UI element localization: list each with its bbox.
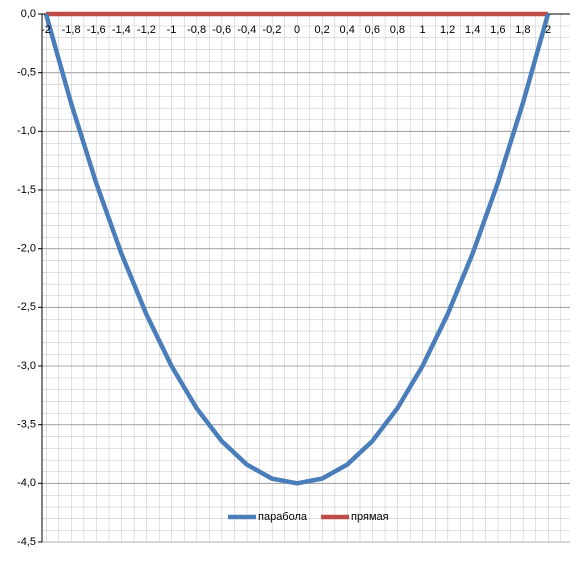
x-tick-label: -0,8: [187, 24, 206, 36]
labels: 0,0 -0,5 -1,0 -1,5 -2,0 -2,5 -3,0 -3,5 -4,0 -4,5 -…: [17, 8, 551, 548]
minor-grid: [42, 14, 570, 542]
x-tick-label: 1,4: [465, 24, 480, 36]
y-tick-label: -2,5: [17, 301, 36, 313]
x-tick-label: -2: [41, 24, 51, 36]
x-tick-label: 1,8: [515, 24, 530, 36]
y-tick-label: -1,0: [17, 125, 36, 137]
y-tick-label: -4,5: [17, 536, 36, 548]
x-tick-label: -0,2: [262, 24, 281, 36]
x-tick-label: 1,2: [440, 24, 455, 36]
x-tick-label: 0,2: [314, 24, 329, 36]
y-tick-label: -4,0: [17, 477, 36, 489]
x-tick-label: -1,4: [112, 24, 131, 36]
x-tick-label: 0,6: [365, 24, 380, 36]
y-tick-label: 0,0: [21, 8, 36, 20]
legend-label: прямая: [351, 511, 389, 523]
x-tick-label: -1,8: [62, 24, 81, 36]
y-tick-label: -2,0: [17, 243, 36, 255]
x-tick-label: -1,6: [87, 24, 106, 36]
x-tick-label: 0: [294, 24, 300, 36]
y-tick-label: -3,5: [17, 419, 36, 431]
x-tick-label: 1,6: [490, 24, 505, 36]
plot: [43, 11, 551, 486]
x-tick-label: 1: [419, 24, 425, 36]
legend-label: парабола: [258, 511, 308, 523]
y-tick-label: -0,5: [17, 67, 36, 79]
series-line: [43, 13, 551, 486]
y-tick-label: -1,5: [17, 184, 36, 196]
y-tick-label: -3,0: [17, 360, 36, 372]
x-tick-label: 0,4: [340, 24, 355, 36]
x-tick-label: -1,2: [137, 24, 156, 36]
x-tick-label: 0,8: [390, 24, 405, 36]
x-tick-label: 2: [545, 24, 551, 36]
x-tick-label: -1: [167, 24, 177, 36]
x-tick-label: -0,4: [237, 24, 256, 36]
x-tick-label: -0,6: [212, 24, 231, 36]
